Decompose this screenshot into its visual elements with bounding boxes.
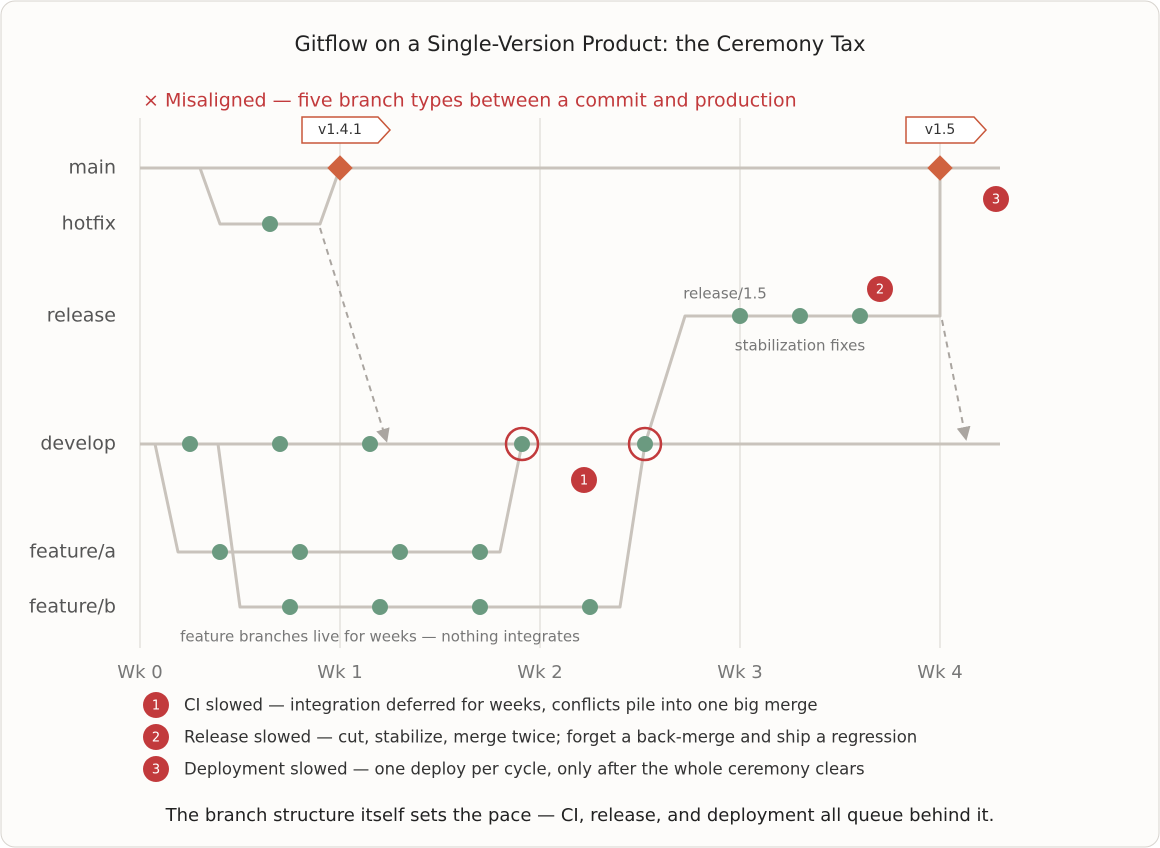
- badge-label: 2: [152, 731, 160, 746]
- branches: [140, 166, 1000, 609]
- badge: [571, 467, 597, 493]
- lane-label: hotfix: [62, 213, 116, 235]
- badge: [143, 724, 169, 750]
- annotation: feature branches live for weeks — nothin…: [180, 628, 580, 646]
- commit: [472, 544, 488, 560]
- badge: [867, 276, 893, 302]
- legend: 1 CI slowed — integration deferred for w…: [143, 692, 917, 782]
- badge: [143, 756, 169, 782]
- badge: [983, 186, 1009, 212]
- lane-label: feature/a: [29, 541, 116, 563]
- axis-label: Wk 4: [917, 662, 962, 683]
- feature-b-branch: [216, 443, 647, 609]
- subtitle: × Misaligned — five branch types between…: [143, 90, 797, 112]
- lane-label: release: [47, 305, 116, 327]
- lane-label: main: [69, 157, 116, 179]
- release-branch: [643, 168, 942, 445]
- commit: [732, 308, 748, 324]
- axis-label: Wk 0: [117, 662, 162, 683]
- tag: v1.4.1: [318, 122, 362, 138]
- lane-label: develop: [40, 433, 116, 455]
- commit: [262, 216, 278, 232]
- back-merge-arrow: [941, 319, 971, 441]
- commit: [792, 308, 808, 324]
- axis-label: Wk 1: [317, 662, 362, 683]
- merge-highlight: [504, 426, 540, 462]
- commit: [272, 436, 288, 452]
- legend-text: Deployment slowed — one deploy per cycle…: [184, 760, 865, 779]
- feature-a-branch: [153, 443, 524, 554]
- tag: v1.5: [925, 122, 956, 138]
- commits: [182, 155, 953, 615]
- badge-label: 2: [876, 283, 884, 298]
- annotation: stabilization fixes: [735, 337, 866, 355]
- back-merge-arrow: [319, 227, 390, 443]
- commit: [392, 544, 408, 560]
- annotation: release/1.5: [683, 285, 767, 303]
- commit: [582, 599, 598, 615]
- release-diamond: [927, 155, 953, 181]
- title: Gitflow on a Single-Version Product: the…: [294, 32, 865, 56]
- commit: [282, 599, 298, 615]
- commit: [292, 544, 308, 560]
- commit: [182, 436, 198, 452]
- badge-label: 3: [152, 763, 160, 778]
- badge-label: 1: [580, 474, 588, 489]
- lane-label: feature/b: [29, 596, 116, 618]
- legend-text: Release slowed — cut, stabilize, merge t…: [184, 728, 917, 747]
- commit: [514, 436, 530, 452]
- badge-label: 1: [152, 699, 160, 714]
- footer: The branch structure itself sets the pac…: [165, 805, 995, 826]
- commit: [362, 436, 378, 452]
- merge-highlight: [627, 426, 663, 462]
- axis-label: Wk 2: [517, 662, 562, 683]
- tag-box: [301, 116, 392, 144]
- release-diamond: [327, 155, 353, 181]
- legend-text: CI slowed — integration deferred for wee…: [184, 696, 818, 715]
- badge-label: 3: [992, 193, 1000, 208]
- axis-label: Wk 3: [717, 662, 762, 683]
- commit: [637, 436, 653, 452]
- badge: [143, 692, 169, 718]
- commit: [212, 544, 228, 560]
- tag-box: [905, 116, 988, 144]
- commit: [472, 599, 488, 615]
- commit: [372, 599, 388, 615]
- commit: [852, 308, 868, 324]
